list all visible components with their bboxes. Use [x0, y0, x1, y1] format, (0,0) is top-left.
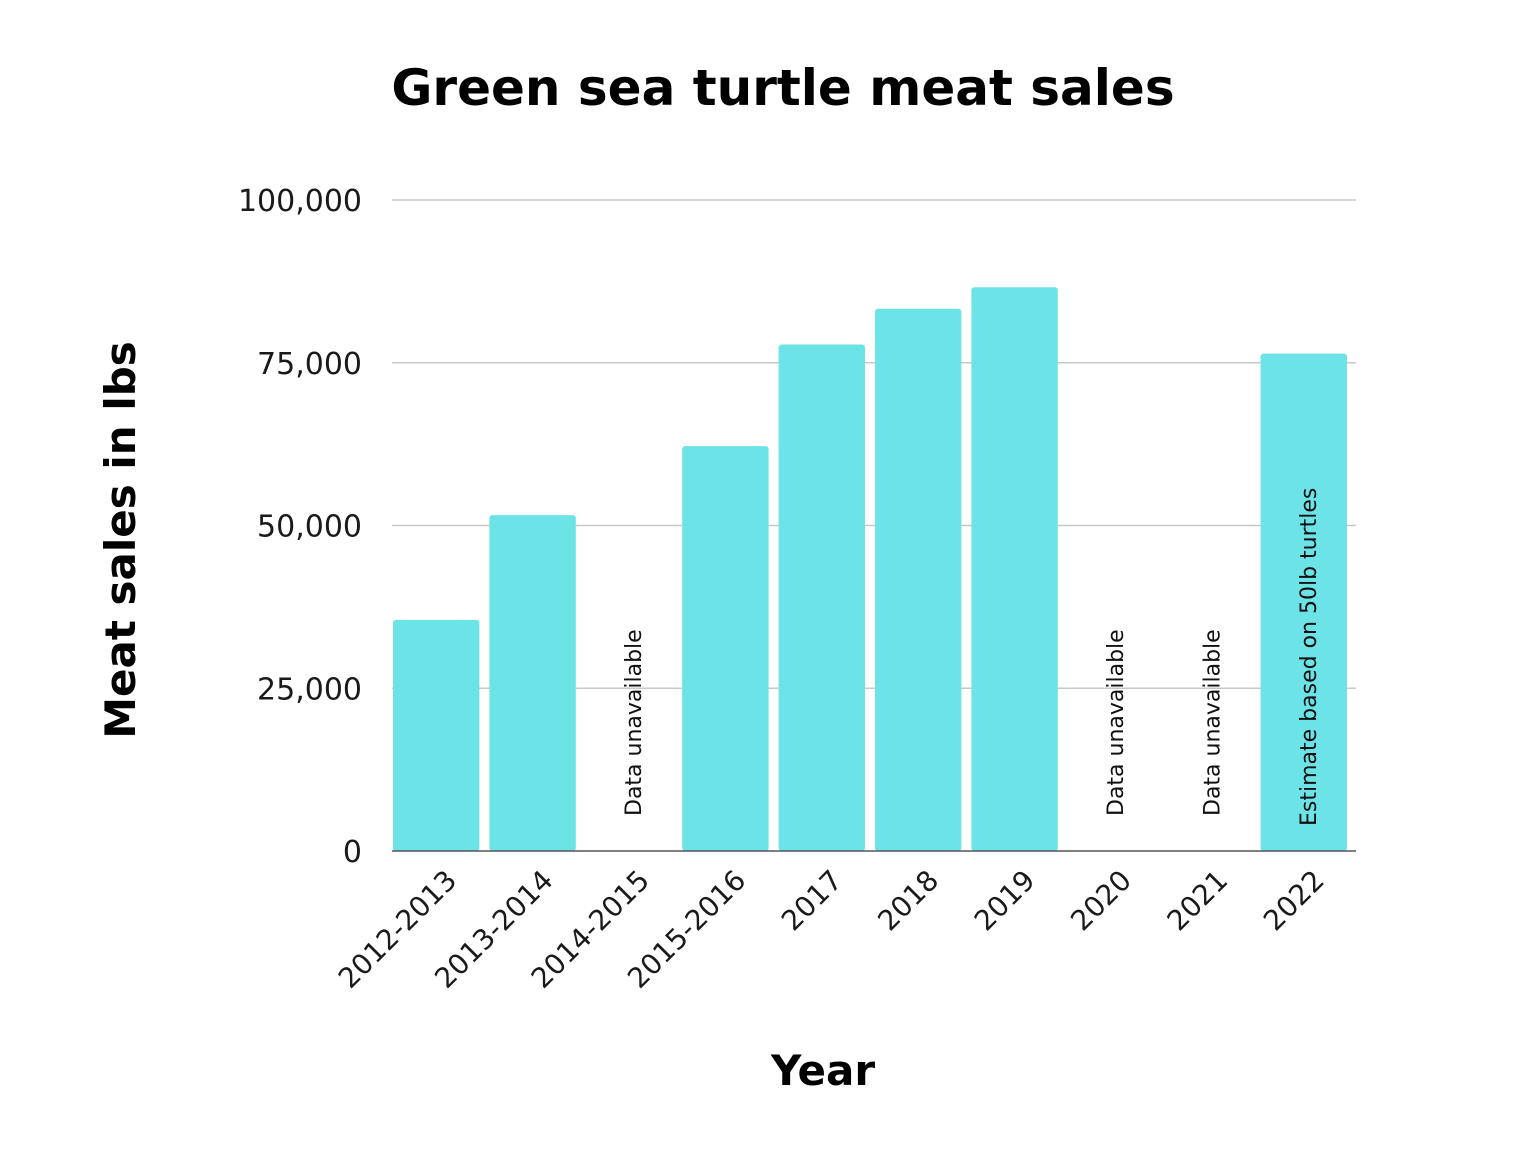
bar — [971, 287, 1058, 851]
x-tick-label: 2019 — [968, 864, 1042, 938]
bars — [393, 287, 1347, 851]
y-tick-label: 50,000 — [257, 510, 362, 545]
x-tick-label: 2017 — [775, 864, 849, 938]
bar-note: Data unavailable — [622, 629, 647, 816]
bar — [489, 515, 576, 851]
y-axis-title: Meat sales in lbs — [96, 341, 145, 739]
y-tick-label: 75,000 — [257, 347, 362, 382]
x-tick-label: 2021 — [1161, 864, 1235, 938]
x-axis-title: Year — [770, 1046, 875, 1095]
chart-title: Green sea turtle meat sales — [391, 59, 1174, 117]
bar — [393, 619, 480, 851]
y-tick-label: 0 — [343, 835, 362, 870]
bar-note: Data unavailable — [1200, 629, 1225, 816]
bar — [682, 446, 769, 851]
x-tick-label: 2020 — [1064, 864, 1138, 938]
bar — [778, 344, 865, 851]
x-tick-label: 2018 — [871, 864, 945, 938]
bar — [1260, 353, 1347, 851]
x-tick-label: 2022 — [1257, 864, 1331, 938]
bar-note: Data unavailable — [1104, 629, 1129, 816]
y-axis-ticks: 0 25,000 50,000 75,000 100,000 — [238, 184, 362, 870]
bar-note: Estimate based on 50lb turtles — [1297, 488, 1322, 826]
y-tick-label: 25,000 — [257, 672, 362, 707]
bar-notes: Data unavailable Data unavailable Data una… — [622, 488, 1322, 826]
bar — [875, 308, 962, 851]
y-tick-label: 100,000 — [238, 184, 362, 219]
